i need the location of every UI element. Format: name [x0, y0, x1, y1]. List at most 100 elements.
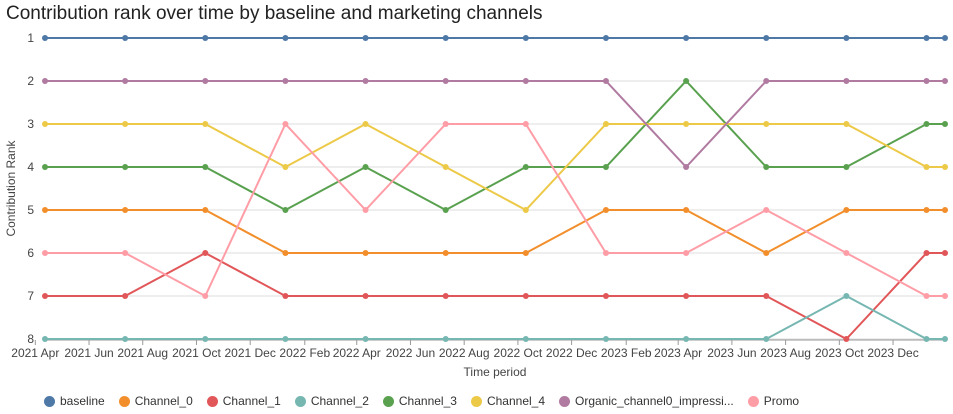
data-point	[522, 250, 529, 256]
data-point	[42, 164, 48, 170]
data-point	[122, 293, 129, 299]
data-point	[442, 336, 449, 342]
data-point	[843, 121, 850, 127]
y-tick-label: 1	[27, 31, 34, 45]
data-point	[522, 336, 529, 342]
data-point	[362, 121, 369, 127]
data-point	[522, 121, 529, 127]
y-tick-label: 3	[27, 117, 34, 131]
data-point	[602, 35, 609, 41]
data-point	[942, 336, 948, 342]
data-point	[602, 164, 609, 170]
data-point	[42, 207, 48, 213]
data-point	[683, 121, 690, 127]
data-point	[923, 207, 930, 213]
data-point	[122, 78, 129, 84]
legend-item[interactable]: Channel_2	[294, 394, 369, 408]
data-point	[362, 336, 369, 342]
series-channel-4	[42, 121, 948, 213]
data-point	[362, 250, 369, 256]
series-baseline	[42, 35, 948, 41]
data-point	[202, 78, 209, 84]
series-line	[45, 209, 945, 255]
x-tick-label: 2022 Jun	[386, 346, 435, 360]
x-tick-label: 2023 Aug	[760, 346, 811, 360]
x-tick-label: 2022 Aug	[439, 346, 490, 360]
data-point	[923, 35, 930, 41]
x-tick-label: 2023 Apr	[654, 346, 702, 360]
legend-item[interactable]: Channel_1	[206, 394, 281, 408]
data-point	[843, 250, 850, 256]
data-point	[122, 250, 129, 256]
data-point	[522, 293, 529, 299]
data-point	[122, 336, 129, 342]
data-point	[942, 207, 948, 213]
data-point	[843, 336, 850, 342]
data-point	[763, 207, 770, 213]
x-tick-label: 2021 Apr	[11, 346, 59, 360]
legend-item[interactable]: Channel_0	[118, 394, 193, 408]
data-point	[522, 78, 529, 84]
x-axis-title: Time period	[464, 365, 527, 379]
y-tick-label: 2	[27, 74, 34, 88]
data-point	[923, 121, 930, 127]
data-point	[763, 164, 770, 170]
series-promo	[42, 121, 948, 299]
data-point	[122, 164, 129, 170]
legend-swatch-icon	[559, 395, 571, 407]
data-point	[923, 336, 930, 342]
legend-item[interactable]: baseline	[44, 394, 105, 408]
data-point	[843, 35, 850, 41]
legend-item[interactable]: Organic_channel0_impressi...	[559, 394, 734, 408]
data-point	[923, 250, 930, 256]
data-point	[683, 164, 690, 170]
data-point	[442, 121, 449, 127]
data-point	[282, 35, 289, 41]
data-point	[843, 293, 850, 299]
x-tick-label: 2021 Dec	[224, 346, 275, 360]
legend-label: Channel_4	[486, 394, 546, 408]
series-channel-2	[42, 293, 948, 342]
x-tick-label: 2023 Dec	[867, 346, 918, 360]
y-tick-label: 7	[27, 289, 34, 303]
data-point	[942, 250, 948, 256]
data-point	[282, 207, 289, 213]
data-point	[942, 121, 948, 127]
data-point	[602, 250, 609, 256]
data-point	[362, 293, 369, 299]
x-tick-label: 2022 Feb	[279, 346, 330, 360]
legend-swatch-icon	[118, 395, 130, 407]
data-point	[282, 336, 289, 342]
data-point	[683, 78, 690, 84]
legend: baseline Channel_0 Channel_1 Channel_2 Chann…	[44, 394, 799, 408]
data-point	[602, 121, 609, 127]
data-point	[683, 336, 690, 342]
legend-label: baseline	[60, 394, 105, 408]
legend-item[interactable]: Channel_3	[382, 394, 457, 408]
x-tick-label: 2023 Feb	[601, 346, 652, 360]
legend-item[interactable]: Promo	[747, 394, 800, 408]
x-tick-label: 2022 Apr	[333, 346, 381, 360]
legend-label: Organic_channel0_impressi...	[575, 394, 734, 408]
data-point	[763, 78, 770, 84]
data-point	[923, 164, 930, 170]
data-point	[122, 35, 129, 41]
data-point	[42, 78, 48, 84]
data-point	[602, 207, 609, 213]
data-point	[683, 250, 690, 256]
data-point	[683, 207, 690, 213]
legend-label: Promo	[763, 394, 800, 408]
data-point	[362, 35, 369, 41]
series-channel-3	[42, 78, 948, 213]
data-point	[602, 293, 609, 299]
data-point	[683, 35, 690, 41]
series-line	[45, 79, 945, 212]
data-point	[42, 250, 48, 256]
data-point	[362, 78, 369, 84]
legend-item[interactable]: Channel_4	[470, 394, 546, 408]
x-tick-label: 2021 Jun	[64, 346, 113, 360]
legend-swatch-icon	[470, 395, 482, 407]
data-point	[683, 293, 690, 299]
data-point	[202, 121, 209, 127]
legend-swatch-icon	[44, 395, 55, 407]
